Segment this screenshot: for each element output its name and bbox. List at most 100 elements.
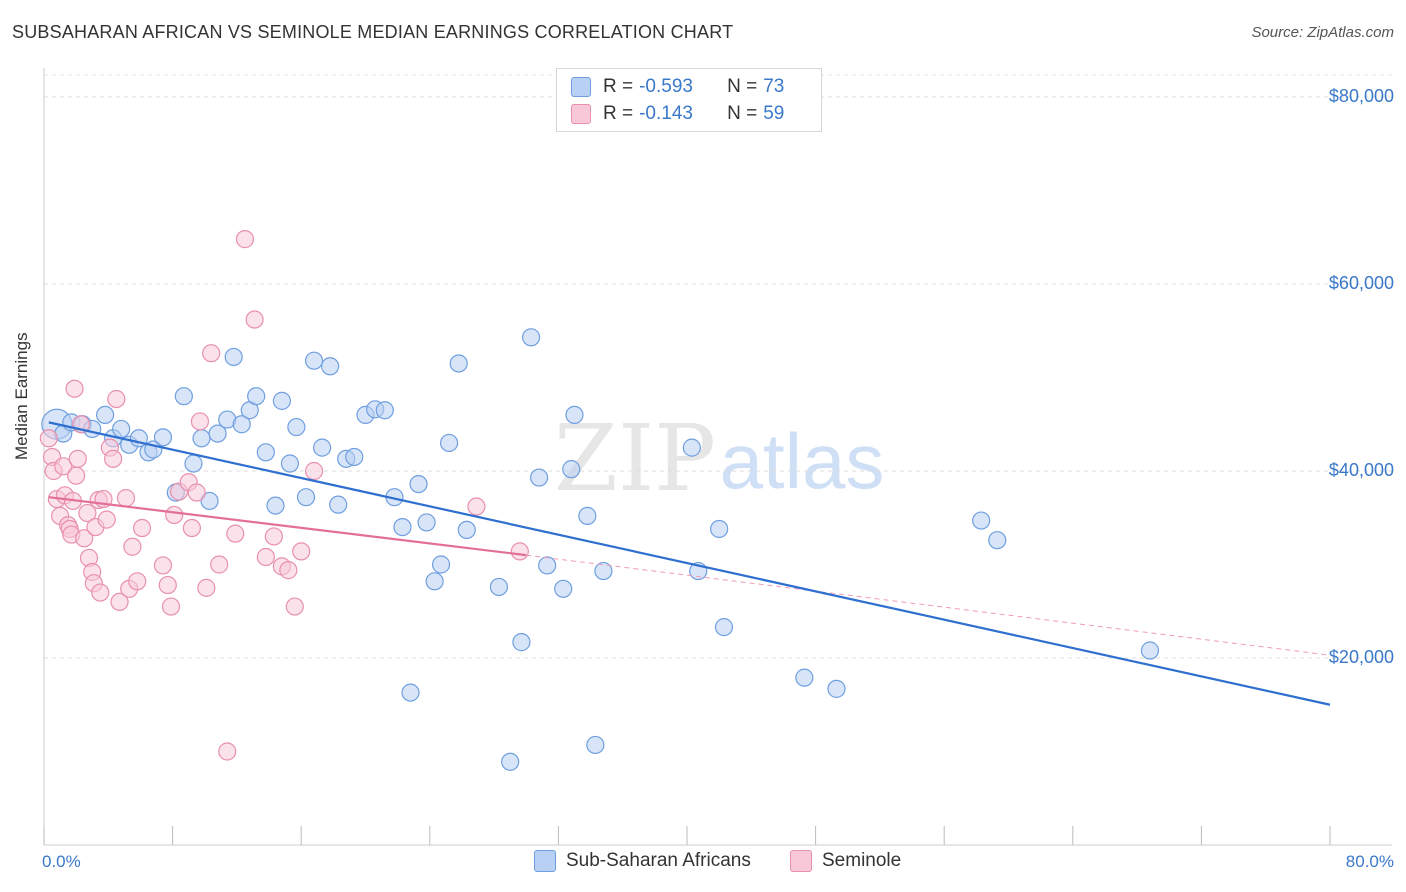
data-point bbox=[128, 572, 147, 591]
data-point bbox=[68, 449, 87, 468]
data-point bbox=[296, 488, 316, 507]
chart-title: SUBSAHARAN AFRICAN VS SEMINOLE MEDIAN EA… bbox=[12, 22, 734, 42]
data-point bbox=[95, 405, 115, 424]
trend-line-seminole bbox=[48, 496, 527, 557]
watermark-zip: ZIP bbox=[554, 405, 716, 512]
data-point bbox=[158, 575, 177, 595]
data-point bbox=[457, 520, 476, 540]
data-point bbox=[187, 483, 206, 502]
data-point bbox=[578, 506, 597, 525]
data-point bbox=[112, 419, 131, 439]
data-point bbox=[795, 668, 814, 687]
series-subsaharan-points bbox=[41, 328, 1160, 771]
legend-swatch-blue bbox=[534, 850, 556, 872]
data-point bbox=[510, 542, 529, 561]
series-seminole-points bbox=[39, 230, 529, 761]
data-point bbox=[218, 742, 237, 761]
data-point bbox=[182, 518, 201, 538]
data-point bbox=[123, 537, 142, 556]
data-point bbox=[292, 542, 311, 561]
watermark-atlas: atlas bbox=[720, 417, 885, 505]
data-point bbox=[304, 351, 324, 370]
data-point bbox=[530, 468, 549, 487]
data-point bbox=[538, 556, 557, 575]
data-point bbox=[1140, 641, 1160, 660]
data-point bbox=[321, 357, 340, 376]
data-point bbox=[210, 555, 229, 574]
data-point bbox=[75, 529, 94, 548]
data-point bbox=[174, 387, 193, 406]
legend-item-seminole: Seminole bbox=[790, 850, 901, 872]
data-point bbox=[329, 495, 348, 514]
data-point bbox=[467, 497, 486, 516]
data-point bbox=[439, 433, 459, 453]
y-tick-label: $40,000 bbox=[1328, 460, 1394, 480]
data-point bbox=[393, 517, 412, 537]
trend-line-subsaharan bbox=[48, 421, 1331, 706]
data-point bbox=[554, 579, 573, 598]
legend-row-seminole: R = -0.143 N = 59 bbox=[571, 102, 784, 126]
data-point bbox=[280, 454, 300, 473]
data-point bbox=[65, 379, 84, 398]
data-point bbox=[682, 438, 701, 457]
legend-label-subsaharan: Sub-Saharan Africans bbox=[566, 850, 751, 871]
legend-n-value: 73 bbox=[763, 76, 785, 97]
data-point bbox=[208, 424, 227, 443]
legend-r-label: R = bbox=[603, 103, 634, 124]
legend-n-label: N = bbox=[727, 103, 758, 124]
y-tick-label: $80,000 bbox=[1328, 86, 1394, 106]
legend-row-subsaharan: R = -0.593 N = 73 bbox=[571, 75, 784, 99]
legend-r-value: -0.593 bbox=[639, 76, 693, 97]
data-point bbox=[78, 503, 97, 523]
data-point bbox=[266, 496, 285, 515]
data-point bbox=[104, 449, 123, 468]
data-point bbox=[287, 417, 306, 437]
data-point bbox=[586, 735, 605, 755]
y-tick-label: $60,000 bbox=[1328, 273, 1394, 293]
data-point bbox=[197, 578, 216, 597]
data-point bbox=[431, 555, 451, 574]
x-tick-label-right: 80.0% bbox=[1345, 852, 1394, 871]
data-point bbox=[247, 387, 266, 406]
legend-item-subsaharan: Sub-Saharan Africans bbox=[534, 850, 751, 872]
trend-line-seminole-extension bbox=[526, 554, 1331, 656]
data-point bbox=[988, 531, 1007, 550]
data-point bbox=[256, 547, 275, 567]
data-point bbox=[409, 474, 428, 494]
data-point bbox=[345, 447, 364, 467]
data-point bbox=[116, 489, 136, 508]
data-point bbox=[565, 405, 584, 424]
stats-legend: R = -0.593 N = 73 R = -0.143 N = 59 bbox=[556, 68, 822, 132]
data-point bbox=[521, 328, 541, 347]
legend-swatch-blue bbox=[571, 77, 591, 97]
data-point bbox=[312, 438, 332, 457]
legend-r-label: R = bbox=[603, 76, 634, 97]
data-point bbox=[39, 429, 58, 448]
data-point bbox=[110, 592, 129, 612]
data-point bbox=[489, 577, 509, 597]
data-point bbox=[264, 527, 283, 546]
data-point bbox=[91, 583, 110, 602]
data-point bbox=[375, 401, 394, 420]
data-point bbox=[132, 518, 152, 538]
x-tick-label-left: 0.0% bbox=[42, 852, 81, 871]
y-tick-label: $20,000 bbox=[1328, 647, 1394, 667]
legend-swatch-pink bbox=[571, 104, 591, 124]
data-point bbox=[710, 519, 729, 539]
data-point bbox=[153, 556, 173, 575]
data-point bbox=[232, 415, 251, 434]
data-point bbox=[235, 230, 255, 249]
data-point bbox=[200, 491, 219, 511]
data-point bbox=[224, 347, 243, 367]
data-point bbox=[226, 524, 245, 543]
data-point bbox=[245, 310, 264, 329]
data-point bbox=[827, 679, 846, 698]
data-point bbox=[562, 460, 581, 479]
data-point bbox=[972, 511, 991, 530]
data-point bbox=[184, 454, 203, 473]
legend-n-value: 59 bbox=[763, 103, 785, 124]
data-point bbox=[304, 461, 324, 481]
data-point bbox=[279, 561, 298, 580]
data-point bbox=[67, 466, 86, 485]
